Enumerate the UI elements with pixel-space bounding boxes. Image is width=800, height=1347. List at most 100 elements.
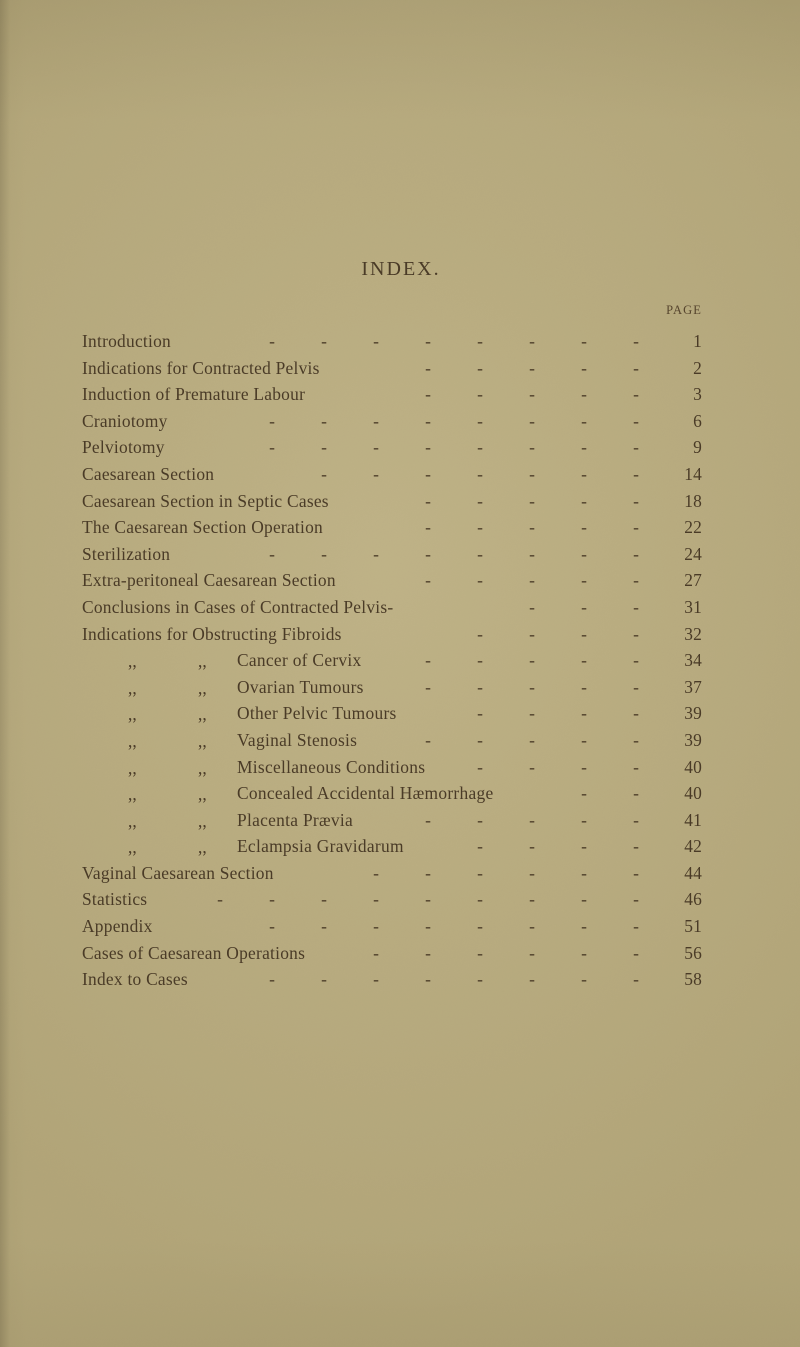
toc-entry-row[interactable]: The Caesarean Section Operation - - - - - 22 — [82, 517, 702, 544]
toc-entry-page-number: 18 — [684, 490, 702, 511]
toc-entry-page-number: 44 — [684, 862, 702, 883]
toc-entry-label: Conclusions in Cases of Contracted Pelvi… — [82, 596, 394, 617]
toc-entry-row[interactable]: ,,,, Concealed Accidental Hæmorrhage - - 40 — [82, 783, 702, 810]
toc-entry-row[interactable]: Index to Cases - - - - - - - - 58 — [82, 969, 702, 996]
toc-entry-row[interactable]: ,,,, Miscellaneous Conditions - - - - 40 — [82, 757, 702, 784]
toc-entry-page-number: 22 — [684, 517, 702, 538]
toc-entry-row[interactable]: Indications for Contracted Pelvis - - - - - 2 — [82, 358, 702, 385]
dot-leader: --------- — [217, 889, 639, 910]
ditto-mark: ,, — [128, 784, 137, 805]
toc-entry-label: Introduction — [82, 331, 171, 351]
ditto-mark: ,, — [198, 810, 207, 831]
page-number-column-header: PAGE — [666, 303, 702, 317]
dot-leader: -------- — [269, 969, 639, 990]
dot-leader: ----- — [425, 809, 639, 830]
toc-entry-row[interactable]: Cases of Caesarean Operations - - - - - - 56 — [82, 943, 702, 970]
toc-entry-row[interactable]: Statistics - - - - - - - - - 46 — [82, 889, 702, 916]
table-of-contents: Introduction - - - - - - - -1 Indications for Con… — [82, 331, 702, 996]
toc-entry-page-number: 3 — [693, 384, 702, 405]
toc-entry-row[interactable]: ,,,, Vaginal Stenosis - - - - - 39 — [82, 730, 702, 757]
dot-leader: ----- — [425, 384, 639, 405]
toc-entry-label: Craniotomy — [82, 410, 168, 431]
toc-entry-label: Concealed Accidental Hæmorrhage — [237, 783, 494, 804]
page-title: INDEX. — [361, 258, 441, 280]
toc-entry-row[interactable]: ,,,, Placenta Prævia - - - - - 41 — [82, 810, 702, 837]
toc-entry-label: Sterilization — [82, 543, 171, 564]
dot-leader: --- — [529, 596, 639, 617]
toc-entry-label: Vaginal Stenosis — [237, 729, 358, 750]
ditto-mark: ,, — [198, 784, 207, 805]
toc-entry-label: Vaginal Caesarean Section — [82, 862, 274, 883]
ditto-mark: ,, — [128, 677, 137, 698]
dot-leader: ----- — [425, 676, 639, 697]
toc-entry-row[interactable]: Induction of Premature Labour - - - - - 3 — [82, 384, 702, 411]
ditto-mark: ,, — [128, 810, 137, 831]
toc-entry-label: Statistics — [82, 889, 148, 910]
dot-leader: -------- — [269, 331, 639, 351]
dot-leader: ----- — [425, 650, 639, 671]
toc-entry-row[interactable]: Introduction - - - - - - - - 1 — [82, 331, 702, 358]
toc-entry-row[interactable]: ,,,, Other Pelvic Tumours - - - - 39 — [82, 703, 702, 730]
dot-leader: ---- — [477, 623, 639, 644]
dot-leader: -------- — [269, 916, 639, 937]
toc-entry-page-number: 1 — [693, 331, 702, 351]
toc-entry-label: Appendix — [82, 916, 153, 937]
toc-entry-page-number: 39 — [684, 729, 702, 750]
toc-entry-page-number: 42 — [684, 836, 702, 857]
toc-entry-label: Cancer of Cervix — [237, 650, 362, 671]
toc-entry-row[interactable]: ,,,, Eclampsia Gravidarum - - - - 42 — [82, 836, 702, 863]
dot-leader: ----- — [425, 729, 639, 750]
toc-entry-page-number: 41 — [684, 809, 702, 830]
ditto-mark: ,, — [198, 704, 207, 725]
toc-entry-label: The Caesarean Section Operation — [82, 517, 323, 538]
ditto-mark: ,, — [198, 837, 207, 858]
dot-leader: -------- — [269, 543, 639, 564]
toc-entry-page-number: 56 — [684, 942, 702, 963]
toc-entry-row[interactable]: Sterilization - - - - - - - - 24 — [82, 544, 702, 571]
toc-entry-row[interactable]: ,,,, Cancer of Cervix - - - - - 34 — [82, 650, 702, 677]
dot-leader: ---- — [477, 836, 639, 857]
toc-entry-label: Other Pelvic Tumours — [237, 703, 397, 724]
toc-entry-row[interactable]: Indications for Obstructing Fibroids - - - -… — [82, 624, 702, 651]
toc-entry-page-number: 40 — [684, 756, 702, 777]
dot-leader: ------- — [321, 463, 639, 484]
ditto-mark: ,, — [198, 757, 207, 778]
dot-leader: -------- — [269, 437, 639, 458]
ditto-mark: ,, — [198, 730, 207, 751]
toc-entry-row[interactable]: Caesarean Section - - - - - - - 14 — [82, 464, 702, 491]
toc-entry-label: Caesarean Section — [82, 463, 215, 484]
toc-entry-page-number: 31 — [684, 596, 702, 617]
toc-entry-row[interactable]: Extra-peritoneal Caesarean Section - - - - - 2… — [82, 570, 702, 597]
toc-entry-label: Indications for Contracted Pelvis — [82, 357, 320, 378]
ditto-mark: ,, — [128, 704, 137, 725]
toc-entry-row[interactable]: ,,,, Ovarian Tumours - - - - - 37 — [82, 677, 702, 704]
toc-entry-page-number: 6 — [693, 410, 702, 431]
toc-entry-row[interactable]: Vaginal Caesarean Section - - - - - - 44 — [82, 863, 702, 890]
toc-entry-page-number: 24 — [684, 543, 702, 564]
toc-entry-row[interactable]: Craniotomy - - - - - - - - 6 — [82, 411, 702, 438]
ditto-mark: ,, — [128, 730, 137, 751]
dot-leader: -------- — [269, 410, 639, 431]
toc-entry-label: Extra-peritoneal Caesarean Section — [82, 570, 336, 591]
toc-entry-label: Ovarian Tumours — [237, 676, 364, 697]
toc-entry-row[interactable]: Appendix - - - - - - - - 51 — [82, 916, 702, 943]
toc-entry-page-number: 2 — [693, 357, 702, 378]
toc-entry-label: Indications for Obstructing Fibroids — [82, 623, 342, 644]
toc-entry-label: Induction of Premature Labour — [82, 384, 306, 405]
toc-entry-page-number: 34 — [684, 650, 702, 671]
toc-entry-row[interactable]: Pelviotomy - - - - - - - - 9 — [82, 437, 702, 464]
toc-entry-row[interactable]: Caesarean Section in Septic Cases - - - - - 18 — [82, 491, 702, 518]
toc-entry-label: Placenta Prævia — [237, 809, 354, 830]
ditto-mark: ,, — [128, 651, 137, 672]
dot-leader: ----- — [425, 357, 639, 378]
toc-entry-label: Miscellaneous Conditions — [237, 756, 426, 777]
toc-entry-page-number: 32 — [684, 623, 702, 644]
toc-entry-label: Eclampsia Gravidarum — [237, 836, 404, 857]
toc-entry-page-number: 9 — [693, 437, 702, 458]
toc-entry-row[interactable]: Conclusions in Cases of Contracted Pelvi… — [82, 597, 702, 624]
toc-entry-label: Cases of Caesarean Operations — [82, 942, 306, 963]
dot-leader: ---- — [477, 703, 639, 724]
dot-leader: ---- — [477, 756, 639, 777]
toc-entry-page-number: 37 — [684, 676, 702, 697]
